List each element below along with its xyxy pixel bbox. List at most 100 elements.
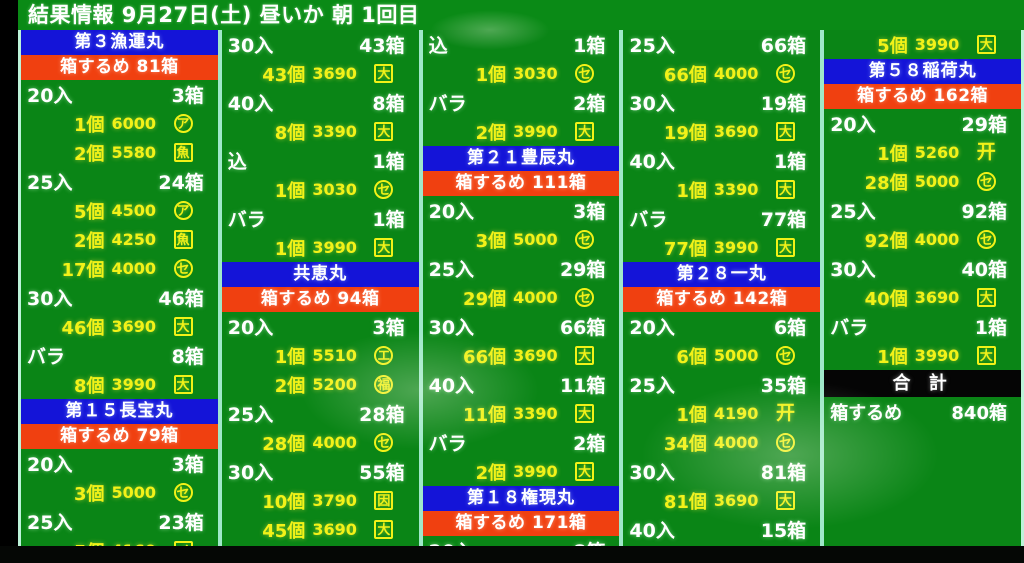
lot-quantity: 8個 xyxy=(274,122,306,144)
lot-row: 77個 3990 大 xyxy=(623,233,820,262)
lot-row: 8個 3990 大 xyxy=(21,370,218,399)
grade-header-row: 25入 23箱 xyxy=(21,507,218,536)
grand-total-count: 840箱 xyxy=(951,402,1007,424)
vessel-name-bar[interactable]: 第３漁運丸 xyxy=(21,30,218,55)
lot-price: 4500 xyxy=(111,201,157,220)
grade-header-row: 20入 8箱 xyxy=(423,536,620,546)
lot-quantity: 3個 xyxy=(475,230,507,252)
lot-price: 4000 xyxy=(513,288,558,307)
lot-price: 4160 xyxy=(112,541,171,546)
grade-box-count: 55箱 xyxy=(359,462,405,484)
grade-box-count: 1箱 xyxy=(573,35,606,57)
grade-header-row: 込 1箱 xyxy=(423,30,620,59)
grade-label: 25入 xyxy=(27,512,73,534)
lot-quantity: 8個 xyxy=(73,375,105,397)
lot-mark-cell: セ xyxy=(572,64,619,84)
grade-box-count: 43箱 xyxy=(359,35,405,57)
grade-label: 込 xyxy=(428,35,448,57)
grade-header-row: 25入 28箱 xyxy=(222,399,419,428)
grade-box-count: 11箱 xyxy=(559,375,606,397)
vessel-name-bar[interactable]: 共恵丸 xyxy=(221,262,419,287)
buyer-mark-icon: セ xyxy=(775,346,795,365)
lot-mark-cell: 开 xyxy=(773,404,820,424)
lot-mark-cell: セ xyxy=(572,230,619,250)
grade-label: バラ xyxy=(830,317,869,339)
grade-header-row: 25入 35箱 xyxy=(623,370,820,399)
lot-quantity: 34個 xyxy=(663,433,707,455)
grade-box-count: 3箱 xyxy=(171,85,204,107)
buyer-mark-icon: 开 xyxy=(976,141,996,163)
buyer-mark-icon: 魚 xyxy=(173,143,193,162)
buyer-mark-icon: ア xyxy=(173,114,193,133)
lot-row: 8個 3390 大 xyxy=(222,117,419,146)
lot-mark-cell: 大 xyxy=(371,122,418,142)
lot-price: 3030 xyxy=(513,64,558,83)
board-column-2: 30入 43箱 43個 3690 大 40入 8箱 8個 3390 大込 1箱 1個 3030 セバラ 1箱… xyxy=(219,30,421,546)
lot-row: 17個 4000 セ xyxy=(21,254,218,283)
lot-mark-cell: 大 xyxy=(974,288,1021,308)
grade-header-row: バラ 1箱 xyxy=(222,204,419,233)
grade-box-count: 81箱 xyxy=(760,462,807,484)
grade-label: 20入 xyxy=(27,454,73,476)
lot-quantity: 5個 xyxy=(73,201,105,223)
grade-label: バラ xyxy=(428,433,467,455)
lot-quantity: 1個 xyxy=(676,404,707,426)
lot-price: 3990 xyxy=(914,346,960,365)
buyer-mark-icon: セ xyxy=(575,230,595,249)
lot-mark-cell: 魚 xyxy=(171,230,218,250)
grade-label: 25入 xyxy=(27,172,73,194)
grade-header-row: 40入 8箱 xyxy=(222,88,419,117)
grade-label: 25入 xyxy=(428,259,475,281)
lot-price: 5510 xyxy=(312,346,357,365)
grade-label: 30入 xyxy=(830,259,876,281)
grade-header-row: 込 1箱 xyxy=(222,146,419,175)
grade-label: バラ xyxy=(227,209,266,231)
vessel-name-bar[interactable]: 第５８稲荷丸 xyxy=(824,59,1021,84)
lot-row: 5個 4500 ア xyxy=(21,196,218,225)
buyer-mark-icon: セ xyxy=(976,230,996,249)
lot-price: 4250 xyxy=(111,230,157,249)
lot-mark-cell: セ xyxy=(974,230,1021,250)
lot-row: 1個 3030 セ xyxy=(423,59,620,88)
lot-row: 1個 3990 大 xyxy=(222,233,419,262)
buyer-mark-icon: 大 xyxy=(374,122,394,141)
grade-label: 40入 xyxy=(428,375,475,397)
vessel-subtotal-bar: 箱するめ 142箱 xyxy=(623,287,821,312)
grade-header-row: 30入 43箱 xyxy=(222,30,419,59)
buyer-mark-icon: セ xyxy=(775,433,795,452)
lot-price: 3690 xyxy=(713,122,759,141)
lot-quantity: 3個 xyxy=(73,483,105,505)
buyer-mark-icon: 大 xyxy=(173,317,193,336)
grade-box-count: 1箱 xyxy=(773,151,807,173)
buyer-mark-icon: 大 xyxy=(575,462,595,481)
vessel-name-bar[interactable]: 第１８権現丸 xyxy=(422,486,620,511)
grade-label: 25入 xyxy=(830,201,876,223)
grade-header-row: 20入 3箱 xyxy=(21,80,218,109)
lot-price: 3690 xyxy=(513,346,558,365)
bezel-bottom xyxy=(0,546,1024,563)
buyer-mark-icon: セ xyxy=(173,483,193,502)
lot-row: 45個 3690 大 xyxy=(222,515,419,544)
buyer-mark-icon: 大 xyxy=(976,346,996,365)
lot-mark-cell: セ xyxy=(171,483,218,503)
buyer-mark-icon: 大 xyxy=(575,122,595,141)
lot-price: 5200 xyxy=(312,375,357,394)
vessel-name-bar[interactable]: 第２８一丸 xyxy=(623,262,821,287)
lot-row: 3個 5000 セ xyxy=(423,225,620,254)
lot-row: 19個 3690 大 xyxy=(623,117,820,146)
vessel-subtotal-bar: 箱するめ 171箱 xyxy=(422,511,620,536)
lot-row: 2個 3990 大 xyxy=(423,117,620,146)
lot-row: 5個4160イ xyxy=(21,536,218,546)
grand-total-row: 箱するめ 840箱 xyxy=(824,397,1021,426)
lot-quantity: 2個 xyxy=(475,122,507,144)
vessel-name-bar[interactable]: 第２１豊辰丸 xyxy=(422,146,620,171)
lot-row: 10個 3790 因 xyxy=(222,486,419,515)
buyer-mark-icon: 大 xyxy=(374,64,394,83)
buyer-mark-icon: 大 xyxy=(374,520,394,539)
grade-box-count: 1箱 xyxy=(974,317,1007,339)
lot-price: 3990 xyxy=(914,35,960,54)
lot-quantity: 28個 xyxy=(262,433,306,455)
vessel-name-bar[interactable]: 第１５長宝丸 xyxy=(21,399,218,424)
lot-mark-cell: セ xyxy=(371,180,418,200)
